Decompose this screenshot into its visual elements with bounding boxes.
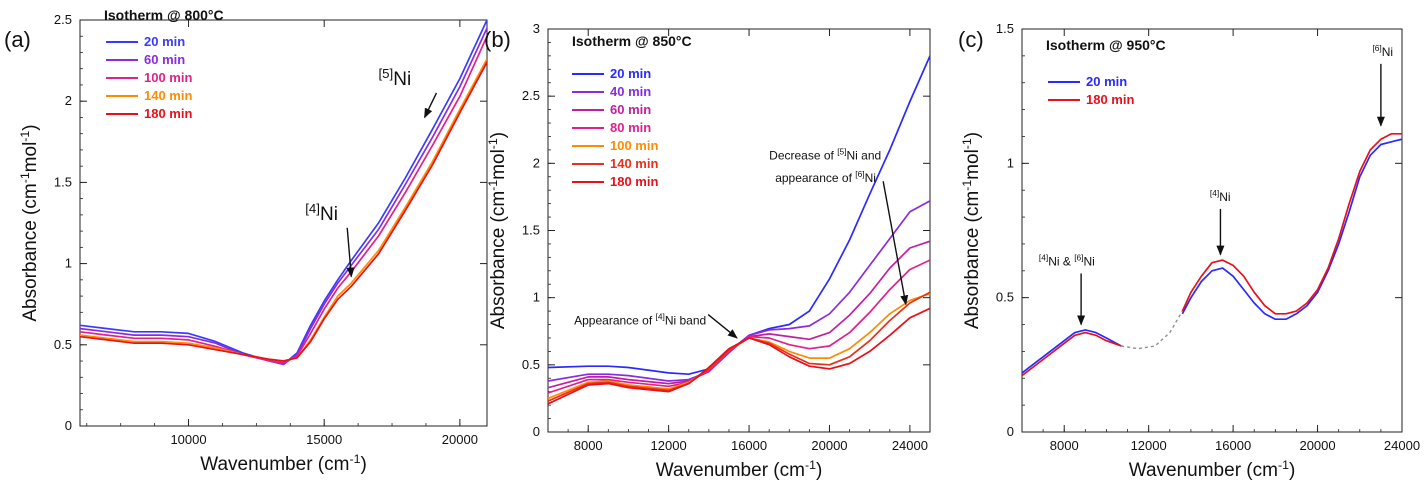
plot-frame bbox=[547, 28, 931, 433]
annotation-arrow bbox=[346, 227, 355, 278]
y-tick-label: 1 bbox=[1007, 155, 1014, 170]
y-tick-label: 2 bbox=[65, 93, 72, 108]
x-axis-label: Wavenumber (cm-1) bbox=[1129, 458, 1296, 480]
plot-frame bbox=[79, 19, 488, 427]
y-axis-label: Absorbance (cm-1mol-1) bbox=[486, 132, 509, 329]
series-line-60-min bbox=[80, 27, 487, 366]
series-line-180-min bbox=[80, 61, 487, 362]
y-tick-label: 0 bbox=[65, 418, 72, 433]
y-tick-label: 0.5 bbox=[54, 337, 72, 352]
legend-label: 100 min bbox=[144, 70, 192, 85]
legend-label: 60 min bbox=[610, 102, 651, 117]
annotation-text: [4]Ni bbox=[305, 200, 338, 225]
x-tick-label: 12000 bbox=[651, 438, 687, 453]
x-tick-label: 20000 bbox=[1299, 438, 1335, 453]
y-tick-label: 0 bbox=[1007, 424, 1014, 439]
chart-panel-2: 0 0.5 1 1.5 2 2.5 3 8000 12000 16000 20000 24000 Wav… bbox=[484, 21, 931, 480]
legend-label: 60 min bbox=[144, 52, 185, 67]
annotation-arrow bbox=[882, 181, 909, 306]
legend-label: 20 min bbox=[1086, 74, 1127, 89]
plot-frame bbox=[1021, 28, 1403, 433]
series-line-40-min bbox=[548, 200, 930, 382]
series-line-180-min bbox=[1022, 331, 1122, 377]
legend-label: 80 min bbox=[610, 120, 651, 135]
y-tick-label: 0 bbox=[533, 424, 540, 439]
y-tick-label: 1 bbox=[65, 256, 72, 271]
x-tick-label: 24000 bbox=[892, 438, 928, 453]
x-tick-label: 8000 bbox=[574, 438, 603, 453]
series-line-100-min bbox=[80, 35, 487, 364]
annotation-text: [6]Ni bbox=[1372, 43, 1393, 59]
legend-label: 40 min bbox=[610, 84, 651, 99]
x-tick-label: 15000 bbox=[306, 432, 342, 447]
annotation-text: [4]Ni & [6]Ni bbox=[1039, 252, 1095, 268]
y-axis-label: Absorbance (cm-1mol-1) bbox=[18, 124, 41, 321]
y-tick-label: 0.5 bbox=[996, 290, 1014, 305]
annotation-arrow bbox=[707, 313, 738, 339]
chart-title: Isotherm @ 950°C bbox=[1046, 37, 1166, 53]
chart-panel-1: 0 0.5 1 1.5 2 2.5 10000 15000 20000 Wavenumber (c… bbox=[4, 7, 488, 475]
y-tick-label: 0.5 bbox=[522, 357, 540, 372]
legend-label: 140 min bbox=[144, 88, 192, 103]
legend-label: 20 min bbox=[144, 34, 185, 49]
y-tick-label: 3 bbox=[533, 21, 540, 36]
chart-title: Isotherm @ 800°C bbox=[104, 7, 224, 23]
annotation-text: appearance of [6]Ni bbox=[775, 169, 876, 185]
y-tick-label: 2.5 bbox=[54, 12, 72, 27]
y-tick-label: 1.5 bbox=[54, 174, 72, 189]
series-line-20-min bbox=[80, 20, 487, 366]
legend-label: 140 min bbox=[610, 156, 658, 171]
series-line-segment-3 bbox=[1181, 132, 1402, 315]
y-tick-label: 1.5 bbox=[522, 223, 540, 238]
chart-title: Isotherm @ 850°C bbox=[572, 33, 692, 49]
panel-label: (b) bbox=[484, 27, 511, 52]
legend-label: 180 min bbox=[144, 106, 192, 121]
y-axis-label: Absorbance (cm-1mol-1) bbox=[960, 132, 983, 329]
series-line-segment-4 bbox=[1121, 310, 1184, 350]
x-axis-label: Wavenumber (cm-1) bbox=[656, 458, 823, 480]
x-tick-label: 20000 bbox=[811, 438, 847, 453]
y-tick-label: 2.5 bbox=[522, 88, 540, 103]
series-line-180-min bbox=[548, 307, 930, 405]
series-line-140-min bbox=[80, 58, 487, 362]
x-tick-label: 16000 bbox=[1215, 438, 1251, 453]
y-tick-label: 1.5 bbox=[996, 21, 1014, 36]
x-tick-label: 12000 bbox=[1131, 438, 1167, 453]
legend-label: 180 min bbox=[1086, 92, 1134, 107]
legend-label: 100 min bbox=[610, 138, 658, 153]
x-tick-label: 8000 bbox=[1050, 438, 1079, 453]
series-line-60-min bbox=[548, 240, 930, 389]
x-tick-label: 20000 bbox=[442, 432, 478, 447]
annotation-text: Decrease of [5]Ni and bbox=[769, 146, 881, 162]
x-tick-label: 10000 bbox=[170, 432, 206, 447]
series-line-20-min bbox=[1022, 329, 1122, 374]
legend-label: 20 min bbox=[610, 66, 651, 81]
annotation-text: [5]Ni bbox=[378, 65, 411, 90]
series-line-80-min bbox=[548, 259, 930, 394]
panel-label: (a) bbox=[4, 27, 31, 52]
legend-label: 180 min bbox=[610, 174, 658, 189]
x-tick-label: 24000 bbox=[1384, 438, 1420, 453]
annotation-text: [4]Ni bbox=[1210, 188, 1231, 204]
annotation-arrow bbox=[423, 92, 438, 119]
x-axis-label: Wavenumber (cm-1) bbox=[200, 452, 367, 475]
y-tick-label: 1 bbox=[533, 290, 540, 305]
chart-panel-3: 0 0.5 1 1.5 8000 12000 16000 20000 24000 Wavenumb… bbox=[958, 21, 1420, 480]
x-tick-label: 16000 bbox=[731, 438, 767, 453]
annotation-text: Appearance of [4]Ni band bbox=[574, 312, 706, 328]
series-line-segment-2 bbox=[1181, 138, 1402, 321]
y-tick-label: 2 bbox=[533, 155, 540, 170]
panel-label: (c) bbox=[958, 27, 984, 52]
